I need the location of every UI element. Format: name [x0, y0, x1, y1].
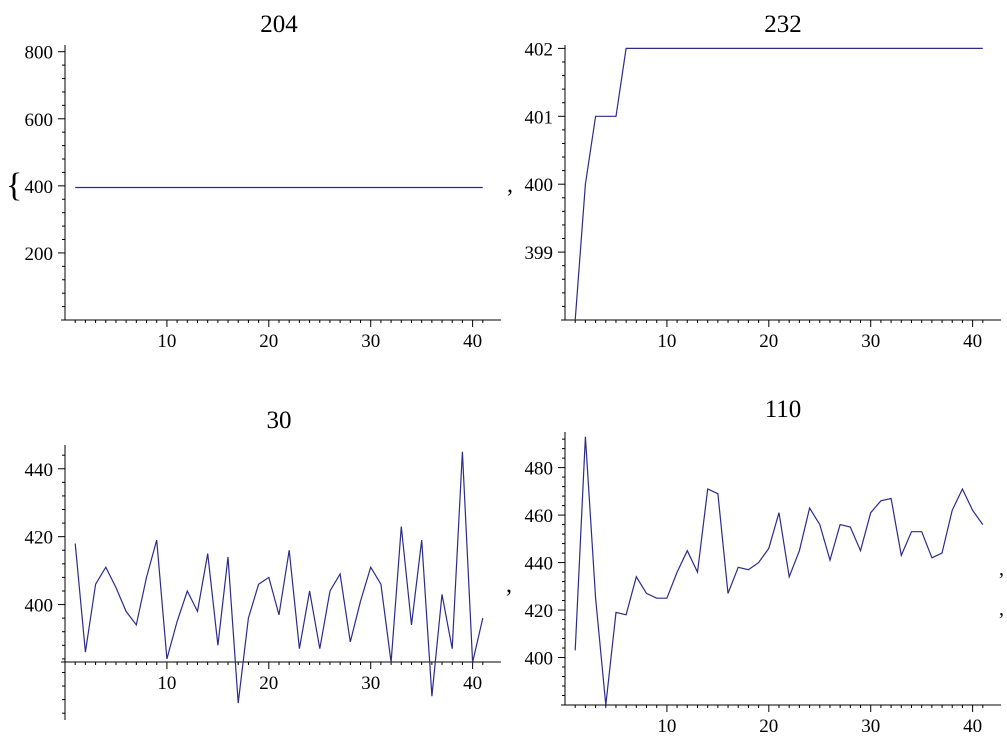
panel-1-x-tick-label: 10 — [157, 331, 176, 352]
panel-2-x-tick-label: 10 — [657, 331, 676, 352]
panel-4-series-line — [574, 436, 984, 706]
panel-3-title: 30 — [267, 407, 292, 434]
panel-1-x-tick-label: 20 — [259, 331, 278, 352]
list-open-brace: { — [6, 167, 22, 204]
panel-3-y-tick-label: 400 — [25, 596, 54, 617]
panel-3-x-tick-label: 10 — [157, 673, 176, 694]
list-comma-1: , — [507, 172, 513, 198]
panel-4-y-tick-label: 480 — [525, 459, 554, 480]
panel-3-x-tick-label: 20 — [259, 673, 278, 694]
panel-3-y-tick-label: 420 — [25, 528, 54, 549]
panel-4-x-tick-label: 40 — [963, 716, 982, 737]
panel-1-x-tick-label: 40 — [463, 331, 482, 352]
panel-1-x-tick-label: 30 — [361, 331, 380, 352]
panel-2-series-line — [574, 47, 983, 321]
panel-2-y-tick-label: 401 — [525, 107, 554, 128]
panel-2-x-tick-label: 20 — [759, 331, 778, 352]
panel-3-x-tick-label: 30 — [361, 673, 380, 694]
panel-4-title: 110 — [765, 396, 802, 423]
panel-1-y-tick-label: 400 — [25, 177, 54, 198]
panel-2-y-tick-label: 399 — [525, 243, 554, 264]
panel-4-y-tick-label: 440 — [525, 554, 554, 575]
panel-2-x-tick-label: 40 — [963, 331, 982, 352]
panel-3-x-tick-label: 40 — [463, 673, 482, 694]
panel-3-y-tick-label: 440 — [25, 460, 54, 481]
panel-1-y-tick-label: 200 — [25, 244, 54, 265]
list-comma-2: , — [506, 572, 512, 598]
panel-4-y-tick-label: 400 — [525, 649, 554, 670]
panel-3-series-line — [74, 451, 484, 704]
list-comma-3: , — [999, 558, 1004, 580]
panel-4-y-tick-label: 420 — [525, 601, 554, 622]
panel-1-y-tick-label: 600 — [25, 110, 54, 131]
panel-1-title: 204 — [260, 11, 298, 38]
panel-2-x-tick-label: 30 — [861, 331, 880, 352]
list-comma-4: , — [999, 598, 1004, 620]
panel-4-y-tick-label: 460 — [525, 506, 554, 527]
panel-4-x-tick-label: 20 — [759, 716, 778, 737]
panel-1-y-tick-label: 800 — [25, 43, 54, 64]
panel-2-y-tick-label: 400 — [525, 175, 554, 196]
panel-2-title: 232 — [764, 11, 802, 38]
panel-4-x-tick-label: 30 — [861, 716, 880, 737]
panel-4-x-tick-label: 10 — [657, 716, 676, 737]
panel-2-y-tick-label: 402 — [525, 39, 554, 60]
